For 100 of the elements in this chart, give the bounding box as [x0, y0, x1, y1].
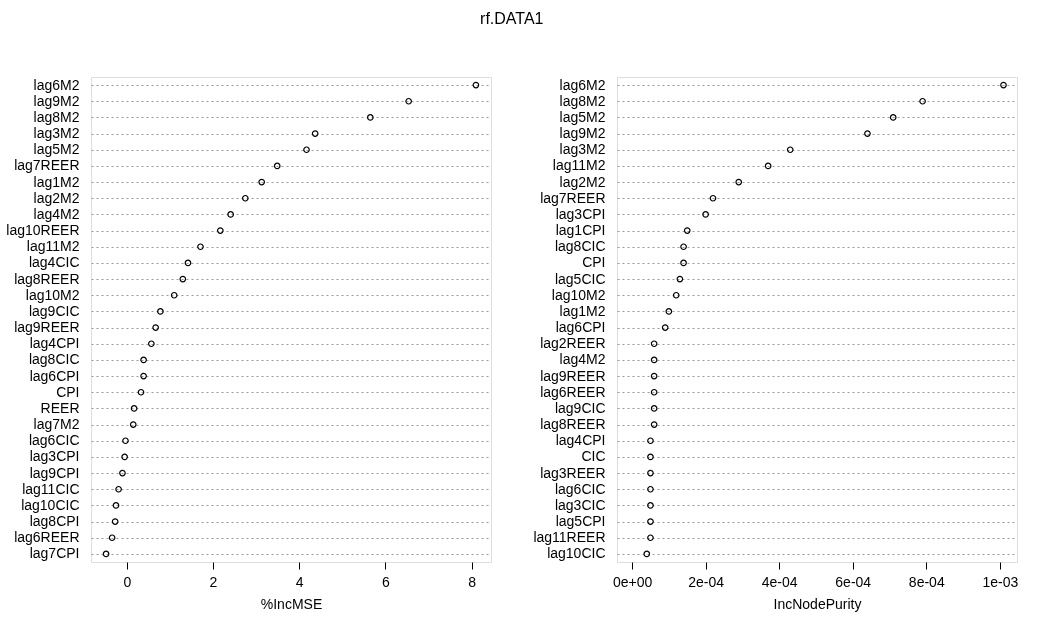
- point: [647, 502, 654, 509]
- point: [184, 259, 192, 267]
- point: [157, 308, 164, 315]
- y-tick-label: lag11M2: [552, 157, 606, 174]
- point: [650, 372, 658, 380]
- y-tick-label: lag4CIC: [28, 254, 80, 271]
- point: [216, 227, 224, 234]
- y-tick-label: lag3CPI: [29, 448, 80, 465]
- y-tick-label: lag5M2: [559, 108, 606, 125]
- x-tick-label: 6e-04: [835, 573, 872, 590]
- point: [115, 485, 122, 493]
- point: [241, 194, 249, 202]
- point: [676, 275, 684, 283]
- point: [889, 114, 897, 121]
- y-tick-label: lag7CPI: [29, 545, 80, 562]
- point: [647, 437, 654, 445]
- y-tick-label: lag6CPI: [555, 319, 606, 336]
- point: [148, 340, 155, 348]
- y-tick-label: lag10CIC: [21, 496, 80, 513]
- point: [786, 146, 794, 154]
- point: [1000, 81, 1007, 89]
- point: [152, 324, 159, 331]
- point: [111, 518, 119, 525]
- y-tick-label: lag8CPI: [29, 513, 80, 530]
- y-tick-label: lag11CIC: [22, 480, 80, 497]
- point: [273, 162, 281, 170]
- x-tick-label: 0e+00: [612, 573, 653, 590]
- point: [709, 194, 717, 202]
- x-tick-label: 6: [382, 573, 390, 590]
- point: [227, 211, 234, 218]
- y-tick-label: lag9CIC: [554, 399, 606, 416]
- point: [197, 243, 204, 251]
- chart-title: rf.DATA1: [480, 9, 544, 27]
- y-tick-label: lag5CPI: [555, 513, 606, 530]
- y-tick-label: lag4M2: [33, 205, 80, 222]
- point: [661, 324, 669, 331]
- y-tick-label: lag9M2: [33, 92, 80, 109]
- y-tick-label: CIC: [581, 448, 606, 465]
- y-tick-label: lag9REER: [14, 319, 80, 336]
- point: [650, 405, 658, 412]
- x-tick-label: 8: [468, 573, 477, 590]
- point: [311, 130, 319, 137]
- x-tick-label: 4e-04: [761, 573, 798, 590]
- y-tick-label: lag8M2: [33, 108, 80, 125]
- y-tick-label: lag10M2: [25, 286, 80, 303]
- point: [119, 469, 126, 477]
- y-tick-label: lag4CPI: [29, 335, 80, 352]
- y-tick-label: lag4M2: [559, 351, 606, 368]
- y-tick-label: lag7REER: [540, 189, 606, 206]
- x-tick-label: 4: [295, 573, 304, 590]
- y-tick-label: lag8REER: [540, 416, 606, 433]
- point: [683, 227, 691, 234]
- x-tick-label: 1e-03: [982, 573, 1019, 590]
- y-tick-label: lag5M2: [33, 141, 80, 158]
- x-tick-label: 0: [123, 573, 132, 590]
- y-tick-label: lag9REER: [540, 367, 606, 384]
- point: [140, 372, 147, 380]
- point: [680, 259, 687, 267]
- point: [472, 81, 480, 89]
- point: [647, 469, 654, 477]
- point: [303, 146, 310, 154]
- y-tick-label: lag8CIC: [28, 351, 80, 368]
- y-tick-label: lag9CPI: [29, 464, 80, 481]
- point: [672, 291, 680, 299]
- point: [170, 291, 178, 299]
- y-tick-label: lag2M2: [559, 173, 606, 190]
- x-axis-title: IncNodePurity: [773, 595, 862, 612]
- point: [647, 453, 654, 461]
- point: [665, 308, 673, 315]
- point: [650, 421, 658, 428]
- point: [122, 437, 129, 445]
- y-tick-label: CPI: [56, 383, 80, 400]
- y-tick-label: lag11REER: [533, 529, 606, 546]
- y-tick-label: lag3M2: [33, 125, 80, 142]
- y-tick-label: REER: [40, 399, 80, 416]
- point: [258, 178, 266, 186]
- y-tick-label: lag2M2: [33, 189, 80, 206]
- point: [650, 356, 658, 364]
- point: [405, 97, 413, 105]
- point: [121, 453, 128, 461]
- point: [366, 114, 374, 121]
- point: [702, 211, 709, 218]
- y-tick-label: lag4CPI: [555, 432, 606, 449]
- point: [112, 502, 120, 509]
- point: [650, 388, 658, 396]
- y-tick-label: lag3CPI: [555, 205, 606, 222]
- y-tick-label: lag1M2: [559, 302, 606, 319]
- y-tick-label: lag6REER: [14, 529, 80, 546]
- y-tick-label: lag10CIC: [547, 545, 606, 562]
- y-tick-label: lag1CPI: [555, 222, 606, 239]
- point: [735, 178, 743, 186]
- point: [102, 550, 110, 558]
- point: [179, 275, 187, 283]
- y-tick-label: lag10REER: [6, 222, 80, 239]
- x-tick-label: 2e-04: [688, 573, 725, 590]
- y-tick-label: lag9CIC: [28, 302, 80, 319]
- y-tick-label: lag5CIC: [554, 270, 606, 287]
- y-tick-label: lag3CIC: [554, 496, 606, 513]
- point: [864, 130, 871, 137]
- x-tick-label: 2: [209, 573, 218, 590]
